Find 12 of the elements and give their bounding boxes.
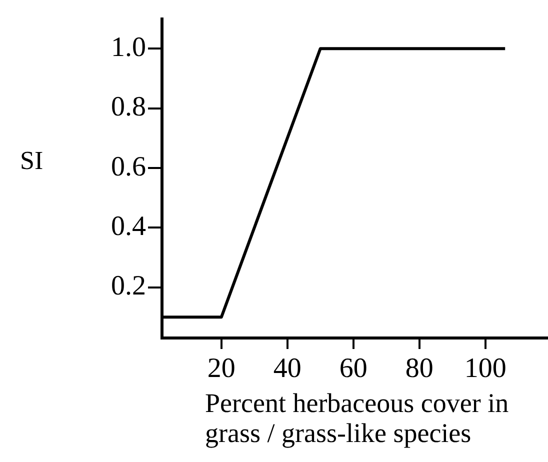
y-tick-label: 0.2: [111, 270, 146, 302]
x-tick-label: 20: [207, 353, 236, 384]
x-axis-title: Percent herbaceous cover in grass / grass-like species: [205, 388, 510, 448]
x-tick-label: 60: [339, 353, 368, 384]
x-tick-label: 100: [464, 353, 506, 384]
y-tick-label: 0.6: [111, 151, 146, 182]
y-tick-label: 0.4: [111, 210, 146, 242]
x-tick-label: 40: [273, 353, 302, 384]
y-axis-title: SI: [20, 146, 44, 176]
y-tick-label: 0.8: [111, 92, 146, 123]
y-tick-label: 1.0: [111, 32, 146, 63]
x-tick-label: 80: [405, 353, 434, 384]
